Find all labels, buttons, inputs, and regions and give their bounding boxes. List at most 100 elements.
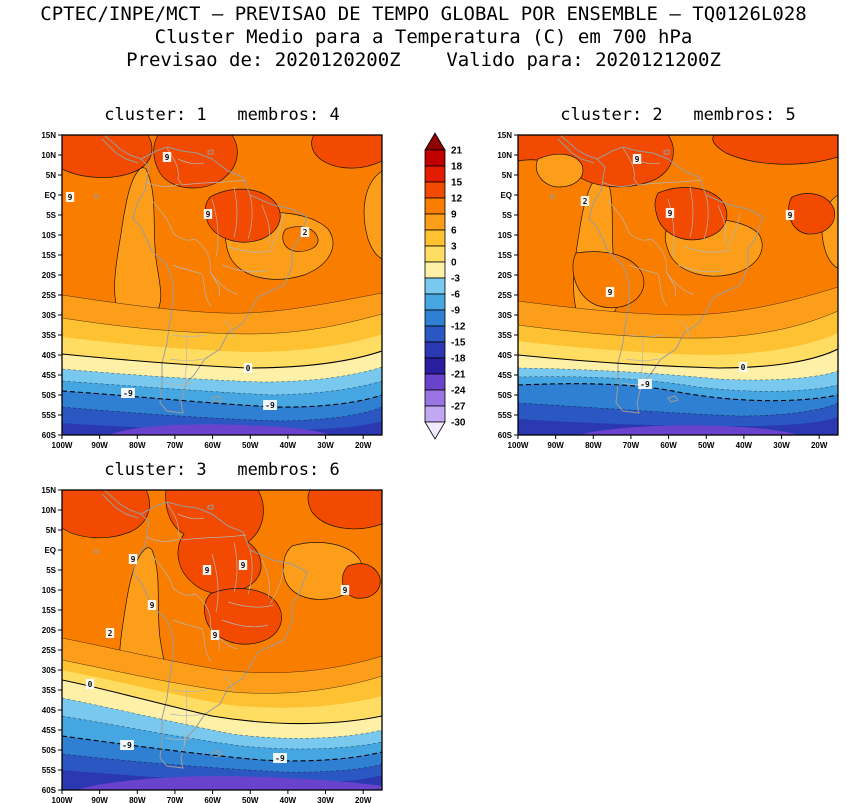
colorbar-cell	[424, 165, 446, 183]
contour-label: 2	[108, 629, 113, 638]
lat-label: 15N	[41, 486, 56, 495]
contour-label: 9	[343, 586, 348, 595]
lon-label: 60W	[204, 441, 221, 450]
colorbar-cell	[424, 277, 446, 295]
lat-label: 5S	[502, 211, 512, 220]
contour-label-mask	[580, 196, 590, 206]
colorbar-tick-label: -9	[451, 306, 460, 317]
title-line-3: Previsao de: 2020120200Z Valido para: 20…	[126, 49, 721, 71]
lat-label: 60S	[42, 431, 57, 440]
lat-label: 5N	[502, 171, 512, 180]
lat-label: 45S	[498, 371, 513, 380]
contour-labels: 9 9 9 9 9 9 2 0 -9 -9	[85, 554, 350, 763]
lat-label: 25S	[498, 291, 513, 300]
axis-labels: 15N 10N 5N EQ 5S 10S 15S 20S 25S 30S 35S 40S 45S 50S 5…	[41, 131, 372, 450]
contour-lines	[518, 286, 838, 417]
title-line-2: Cluster Medio para a Temperatura (C) em …	[154, 26, 693, 48]
lat-label: 60S	[498, 431, 513, 440]
contour-label: -9	[265, 401, 275, 410]
cluster-panel-3: cluster: 3 membros: 6	[28, 460, 400, 803]
lat-label: 30S	[42, 311, 57, 320]
colorbar-cell	[424, 149, 446, 167]
contour-label-mask	[738, 362, 748, 372]
cluster-3-map: 9 9 9 9 9 9 2 0 -9 -9 15N 10N 5N EQ 5S 10S 15S 20S 25S 30S…	[41, 486, 383, 803]
map-frame	[61, 489, 383, 791]
colorbar-tick-label: 15	[451, 178, 463, 189]
contour-label-mask	[65, 192, 75, 202]
contour-labels: 9 9 9 2 0 -9 -9	[65, 152, 310, 410]
contour-label: 9	[150, 601, 155, 610]
colorbar-cell	[424, 261, 446, 279]
lat-label: 55S	[42, 766, 57, 775]
colorbar-cell	[424, 373, 446, 391]
panel-3-title: cluster: 3 membros: 6	[104, 460, 340, 480]
contour-label-mask	[202, 565, 212, 575]
map-frame	[517, 134, 839, 436]
lat-label: EQ	[500, 191, 512, 200]
colorbar-tick-label: -12	[451, 322, 466, 333]
lat-label: 25S	[42, 291, 57, 300]
contour-label-mask	[85, 679, 95, 689]
contour-label-mask	[128, 554, 138, 564]
lat-label: 35S	[42, 331, 57, 340]
contour-label: 9	[68, 193, 73, 202]
lat-label: 15S	[498, 251, 513, 260]
colorbar-cell	[424, 213, 446, 231]
lat-label: 45S	[42, 726, 57, 735]
colorbar-cell	[424, 309, 446, 327]
colorbar-tick-label: -24	[451, 386, 466, 397]
colorbar-tick-label: -18	[451, 354, 466, 365]
lon-label: 80W	[585, 441, 602, 450]
contour-label: 9	[206, 210, 211, 219]
cluster-2-map: 9 2 9 9 9 0 -9 15N 10N 5N EQ 5S 10S 15S 20S 25S 30S 35S 4…	[497, 131, 839, 450]
lat-label: 60S	[42, 786, 57, 795]
contour-label: 0	[741, 363, 746, 372]
contour-label-mask	[273, 753, 287, 763]
axis-labels: 15N 10N 5N EQ 5S 10S 15S 20S 25S 30S 35S 40S 45S 50S 5…	[497, 131, 828, 450]
colorbar-tick-label: 6	[451, 226, 457, 237]
contour-label: -9	[123, 389, 133, 398]
contour-label-mask	[203, 209, 213, 219]
lon-label: 70W	[167, 796, 184, 803]
contour-label: 9	[165, 153, 170, 162]
color-scale-bar: 21 18 15 12 9 6 3 0 -3 -6 -9 -12 -15 -18 -21 -24 -27 -30	[424, 132, 466, 440]
lat-label: 5S	[46, 211, 56, 220]
contour-label-mask	[162, 152, 172, 162]
temperature-shading	[62, 135, 382, 435]
contour-label-mask	[638, 379, 652, 389]
temperature-shading	[518, 135, 838, 435]
contour-label: 0	[246, 364, 251, 373]
contour-label-mask	[605, 287, 615, 297]
lon-label: 90W	[91, 796, 108, 803]
lat-label: 25S	[42, 646, 57, 655]
colorbar-arrow-top	[424, 132, 446, 151]
colorbar-tick-label: 18	[451, 162, 463, 173]
axis-labels: 15N 10N 5N EQ 5S 10S 15S 20S 25S 30S 35S 40S 45S 50S 5…	[41, 486, 372, 803]
contour-label-mask	[785, 210, 795, 220]
lat-label: 15N	[41, 131, 56, 140]
lat-label: 15S	[42, 251, 57, 260]
lat-label: 40S	[42, 351, 57, 360]
lon-label: 70W	[623, 441, 640, 450]
lon-label: 100W	[508, 441, 529, 450]
contour-label-mask	[210, 630, 220, 640]
lon-label: 30W	[773, 441, 790, 450]
colorbar-tick-label: -6	[451, 290, 460, 301]
contour-label-mask	[340, 585, 350, 595]
contour-label: 9	[635, 155, 640, 164]
lat-label: 15N	[497, 131, 512, 140]
lon-label: 30W	[317, 441, 334, 450]
lon-label: 30W	[317, 796, 334, 803]
color-scale: 21 18 15 12 9 6 3 0 -3 -6 -9 -12 -15 -18 -21 -24 -27 -30	[421, 130, 491, 446]
lat-label: 5N	[46, 526, 56, 535]
contour-label-mask	[121, 388, 135, 398]
lat-label: 45S	[42, 371, 57, 380]
colorbar-cell	[424, 325, 446, 343]
colorbar-tick-label: -3	[451, 274, 460, 285]
contour-label-mask	[263, 400, 277, 410]
contour-label-mask	[105, 628, 115, 638]
lon-label: 60W	[204, 796, 221, 803]
lon-label: 70W	[167, 441, 184, 450]
lon-label: 20W	[355, 796, 372, 803]
lat-label: 10N	[41, 506, 56, 515]
